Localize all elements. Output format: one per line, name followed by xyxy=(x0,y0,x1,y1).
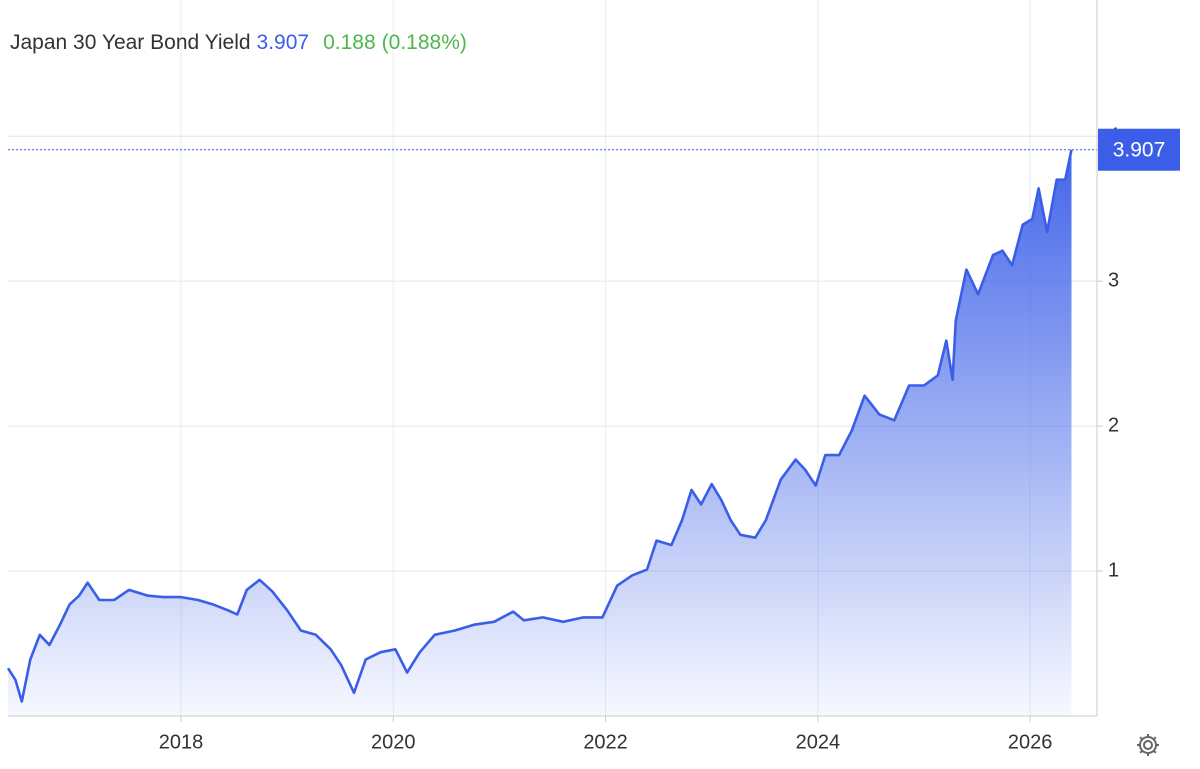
x-tick-label: 2024 xyxy=(796,731,841,753)
x-tick-label: 2018 xyxy=(159,731,204,753)
y-tick-label: 3 xyxy=(1108,269,1119,291)
settings-icon[interactable] xyxy=(1137,734,1159,756)
line xyxy=(6,149,1073,703)
last-value-box xyxy=(1098,128,1180,171)
current-value: 3.907 xyxy=(257,31,310,54)
x-tick-label: 2020 xyxy=(371,731,416,753)
x-tick-label: 2026 xyxy=(1008,731,1053,753)
y-tick-label: 2 xyxy=(1108,414,1119,436)
x-tick-label: 2022 xyxy=(583,731,628,753)
title-text: Japan 30 Year Bond Yield xyxy=(10,31,251,54)
chart-title: Japan 30 Year Bond Yield 3.907 0.188 (0.188… xyxy=(10,31,467,54)
axes: 2018202020222024202612343.907 xyxy=(8,0,1180,753)
last-value-label: 3.907 xyxy=(1113,138,1166,161)
change-percent: (0.188%) xyxy=(382,31,467,54)
y-tick-label: 1 xyxy=(1108,559,1119,581)
change: 0.188 xyxy=(323,31,376,54)
marks xyxy=(6,149,1097,716)
area xyxy=(8,149,1072,716)
